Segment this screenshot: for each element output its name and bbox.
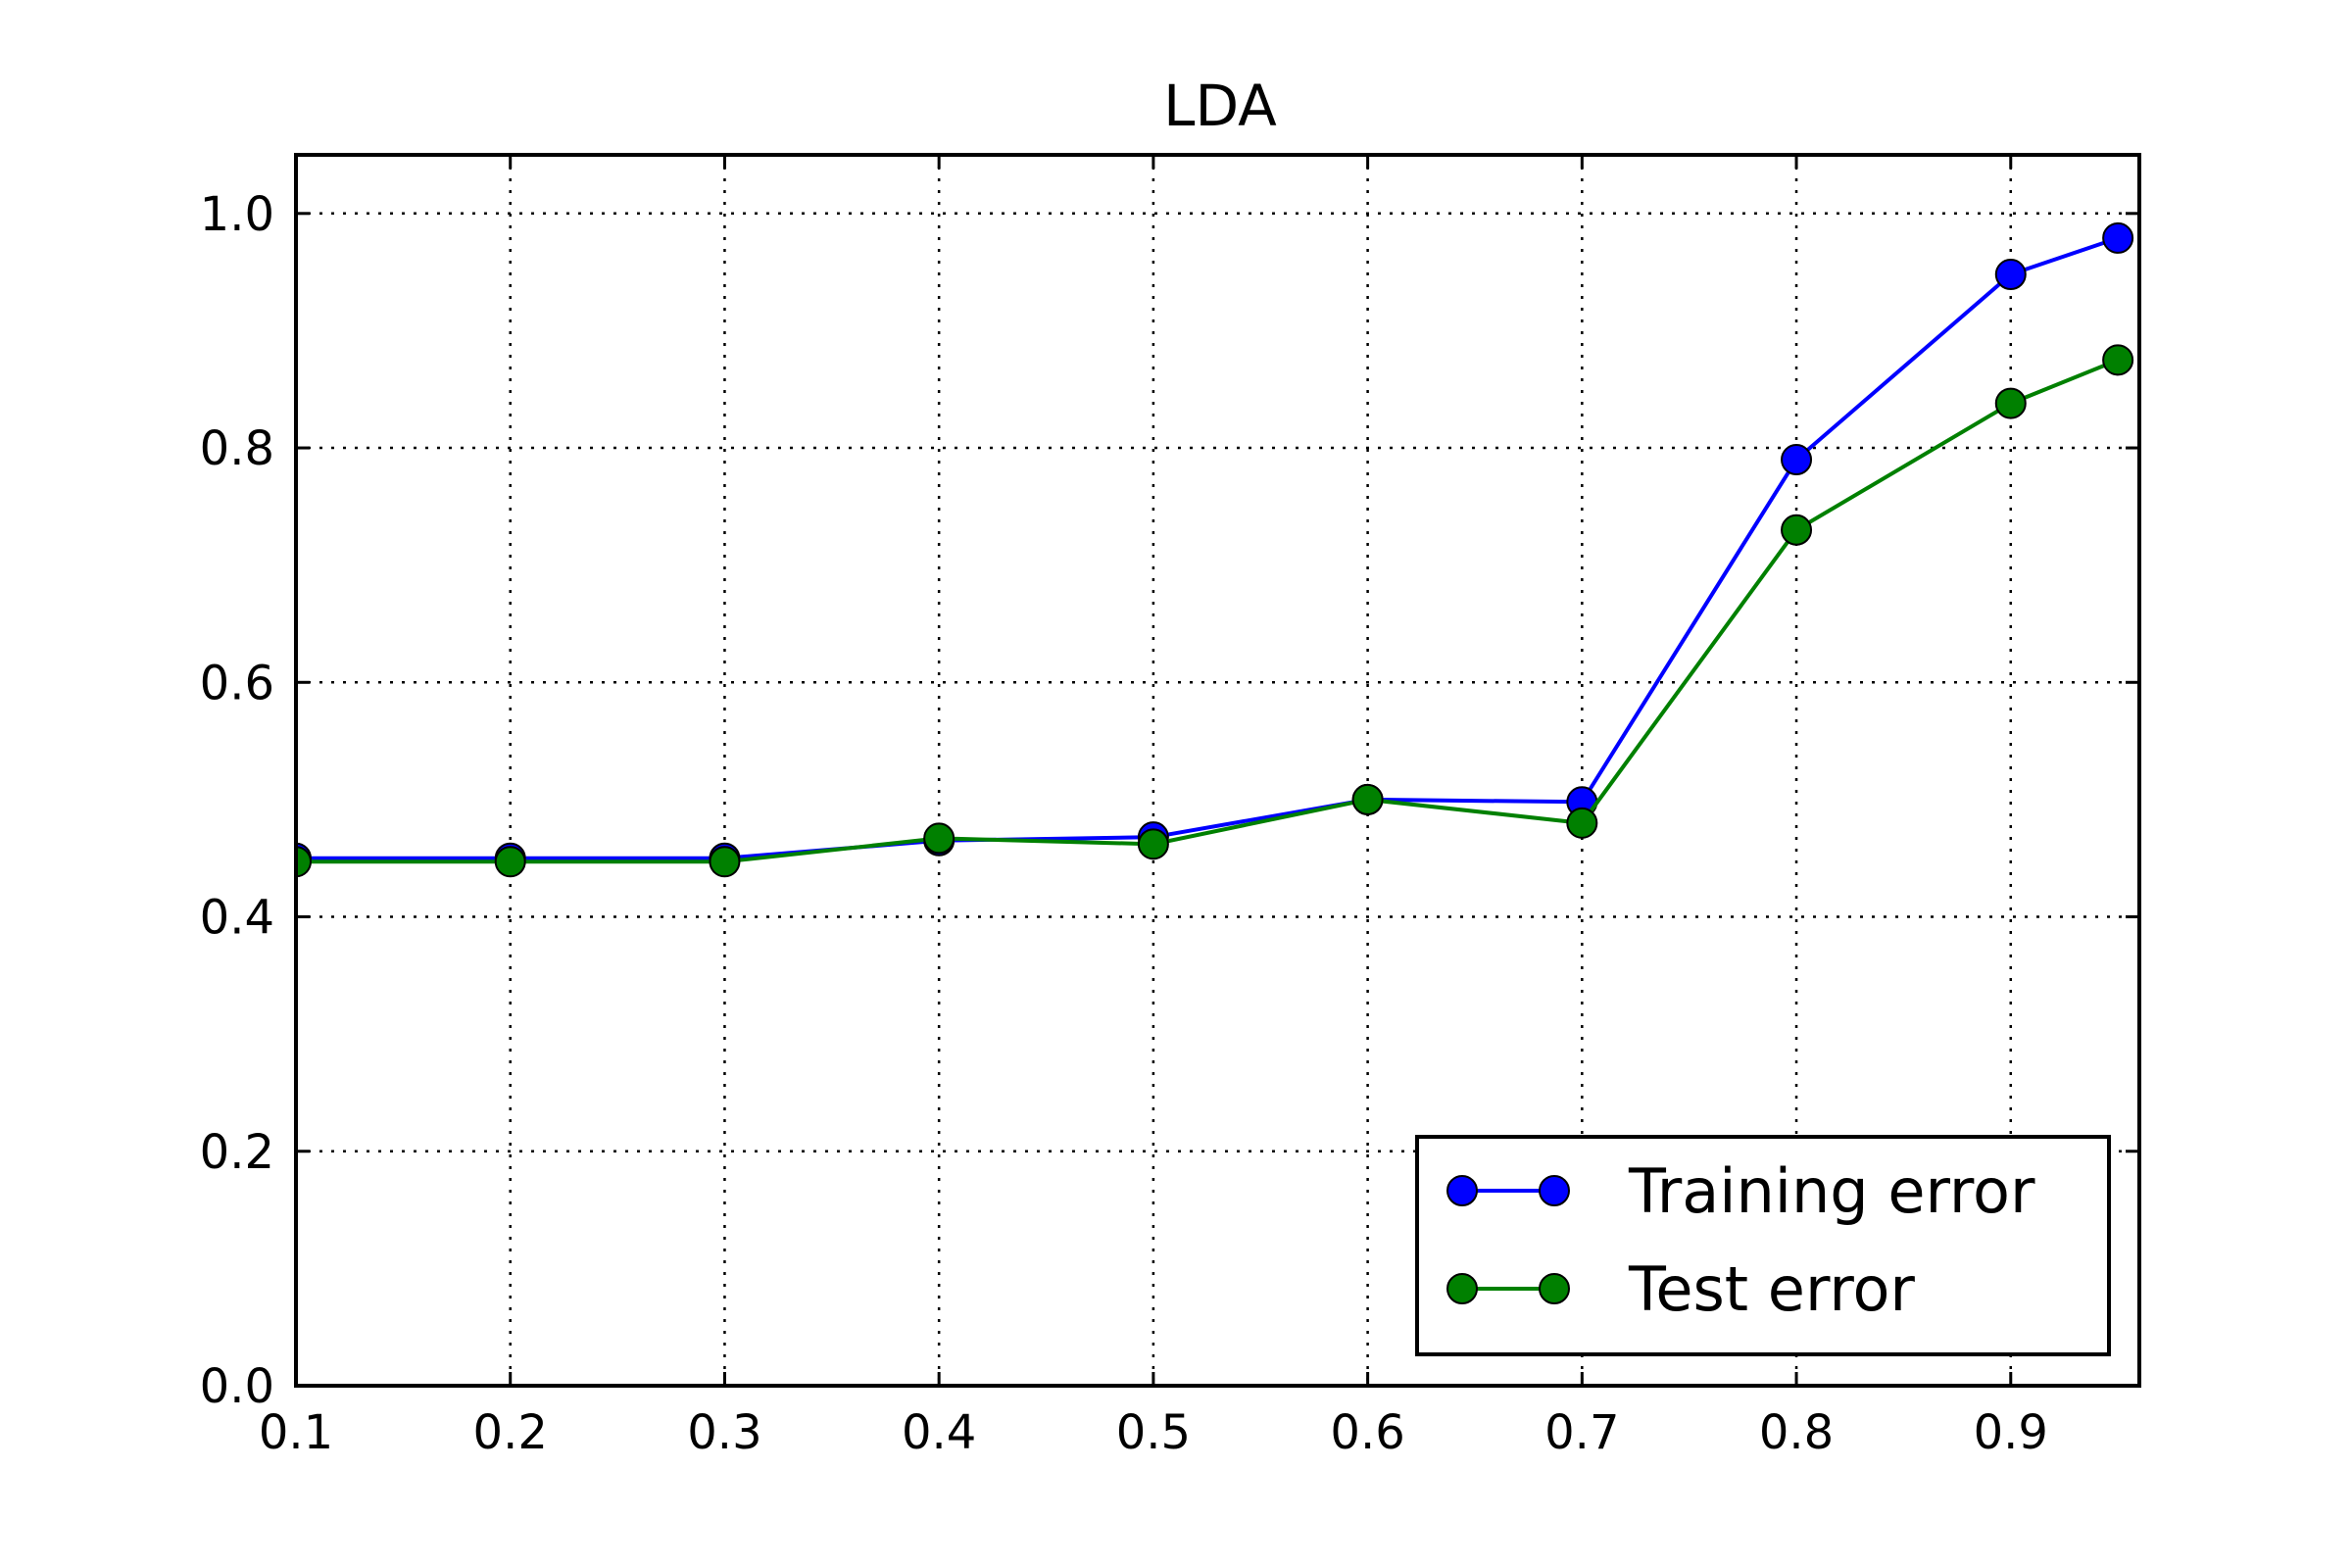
chart-title: LDA: [1163, 73, 1277, 139]
x-tick-label: 0.9: [1974, 1405, 2048, 1460]
y-tick-label: 0.8: [200, 421, 274, 476]
y-tick-label: 0.0: [200, 1359, 274, 1414]
legend-label: Training error: [1628, 1155, 2035, 1227]
data-point: [1781, 514, 1813, 546]
x-tick-label: 0.8: [1759, 1405, 1834, 1460]
data-point: [1566, 807, 1598, 839]
legend-entry-0: Training error: [1446, 1155, 2035, 1227]
x-tick-label: 0.7: [1544, 1405, 1619, 1460]
legend: Training error Test error: [1415, 1135, 2111, 1356]
y-tick-label: 1.0: [200, 187, 274, 242]
x-tick-label: 0.3: [687, 1405, 761, 1460]
legend-box: [1415, 1135, 2111, 1356]
data-point: [494, 846, 526, 878]
legend-marker: [1446, 1273, 1478, 1304]
x-tick-label: 0.4: [902, 1405, 976, 1460]
data-point: [1137, 828, 1169, 860]
data-point: [1781, 444, 1813, 476]
data-point: [923, 822, 956, 855]
y-tick-label: 0.6: [200, 656, 274, 710]
series-line-0: [296, 236, 2119, 860]
legend-entry-1: Test error: [1446, 1253, 1915, 1325]
legend-marker: [1446, 1175, 1478, 1206]
x-tick-label: 0.1: [259, 1405, 333, 1460]
data-point: [296, 846, 312, 878]
series-1: [296, 344, 2134, 878]
data-series: [296, 221, 2134, 878]
axis-ticks: 0.1 0.2 0.3 0.4 0.5 0.6 0.7 0.8 0.9 0.0 0.2 0.4 0.6 0…: [200, 155, 2139, 1460]
data-point: [1994, 387, 2027, 419]
data-point: [2102, 344, 2134, 376]
data-point: [2102, 221, 2134, 254]
series-line-1: [296, 358, 2119, 864]
data-point: [1994, 259, 2027, 291]
legend-label: Test error: [1628, 1253, 1915, 1325]
y-tick-label: 0.2: [200, 1125, 274, 1180]
data-point: [709, 846, 741, 878]
x-tick-label: 0.6: [1330, 1405, 1404, 1460]
legend-marker: [1539, 1175, 1570, 1206]
x-tick-label: 0.2: [473, 1405, 548, 1460]
data-point: [1351, 783, 1384, 815]
y-tick-label: 0.4: [200, 891, 274, 946]
x-tick-label: 0.5: [1116, 1405, 1191, 1460]
legend-marker: [1539, 1273, 1570, 1304]
plot-frame: [294, 153, 2141, 1388]
